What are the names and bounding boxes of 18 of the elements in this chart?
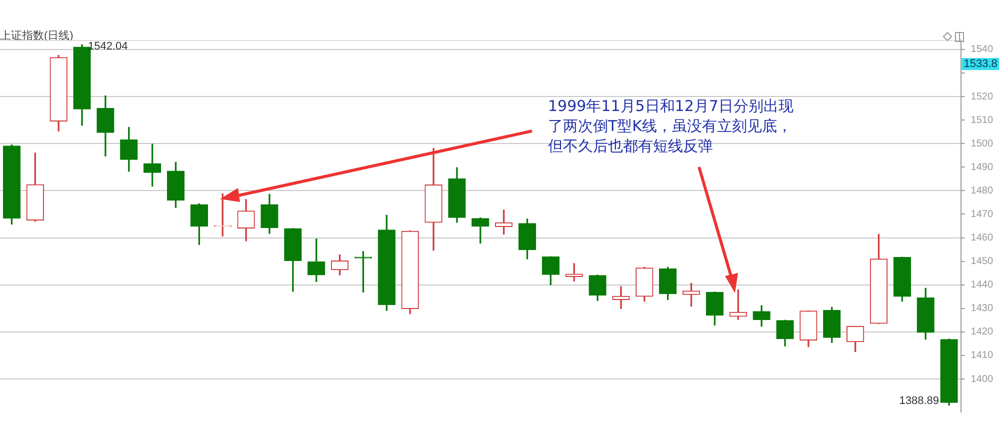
y-tick-label: 1460 bbox=[970, 232, 994, 244]
y-tick-label: 1420 bbox=[970, 326, 994, 338]
y-tick-label: 1430 bbox=[970, 303, 994, 314]
annotation: 1388.89 bbox=[899, 395, 940, 408]
y-tick-label: 1470 bbox=[970, 208, 994, 220]
y-tick-label: 1450 bbox=[970, 256, 994, 268]
y-tick-label: 1440 bbox=[970, 280, 994, 291]
y-tick-label: 1510 bbox=[970, 114, 994, 126]
annotation: 1999年11月5日和12月7日分别出现了两次倒T型K线，虽没有立刻见底，但不久后也都有短线反弹 bbox=[548, 96, 794, 156]
text: 1533.8 bbox=[964, 58, 998, 70]
y-tick-label: 1490 bbox=[970, 162, 994, 173]
y-tick-label: 1410 bbox=[970, 350, 994, 362]
y-tick-label: 1400 bbox=[970, 374, 994, 385]
y-tick-label: 1480 bbox=[970, 185, 994, 196]
y-tick-label: 1500 bbox=[970, 138, 994, 150]
y-tick-label: 1520 bbox=[970, 91, 994, 102]
annotation: 1542.04 bbox=[88, 40, 128, 53]
y-tick-label: 1540 bbox=[970, 44, 994, 56]
